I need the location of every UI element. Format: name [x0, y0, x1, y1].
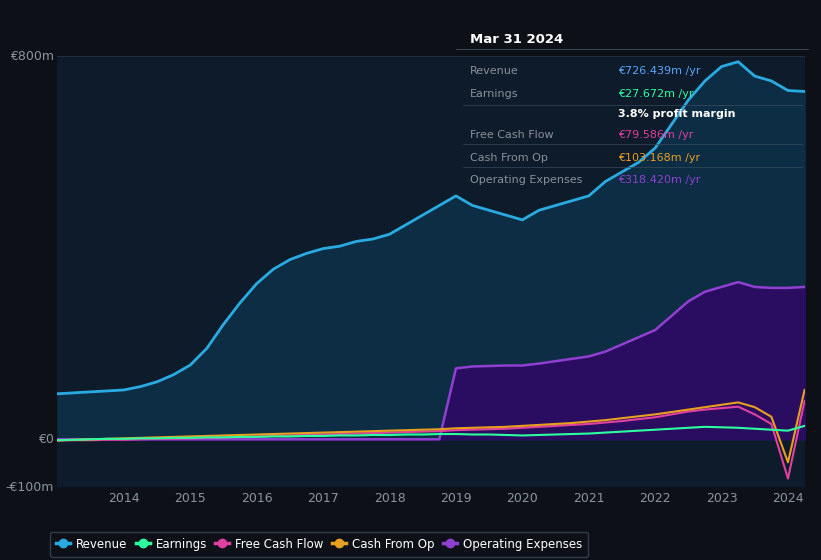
Legend: Revenue, Earnings, Free Cash Flow, Cash From Op, Operating Expenses: Revenue, Earnings, Free Cash Flow, Cash …: [50, 532, 588, 557]
Text: Earnings: Earnings: [470, 89, 518, 99]
Text: Revenue: Revenue: [470, 66, 519, 76]
Text: €103.168m /yr: €103.168m /yr: [618, 153, 700, 164]
Text: Cash From Op: Cash From Op: [470, 153, 548, 164]
Text: Free Cash Flow: Free Cash Flow: [470, 130, 553, 140]
Text: 3.8% profit margin: 3.8% profit margin: [618, 109, 736, 119]
Text: €27.672m /yr: €27.672m /yr: [618, 89, 694, 99]
Text: Operating Expenses: Operating Expenses: [470, 175, 582, 185]
Text: -€100m: -€100m: [6, 480, 53, 494]
Text: €726.439m /yr: €726.439m /yr: [618, 66, 700, 76]
Text: €318.420m /yr: €318.420m /yr: [618, 175, 700, 185]
Text: Mar 31 2024: Mar 31 2024: [470, 33, 563, 46]
Text: €79.586m /yr: €79.586m /yr: [618, 130, 694, 140]
Text: €800m: €800m: [10, 49, 53, 63]
Text: €0: €0: [38, 433, 53, 446]
